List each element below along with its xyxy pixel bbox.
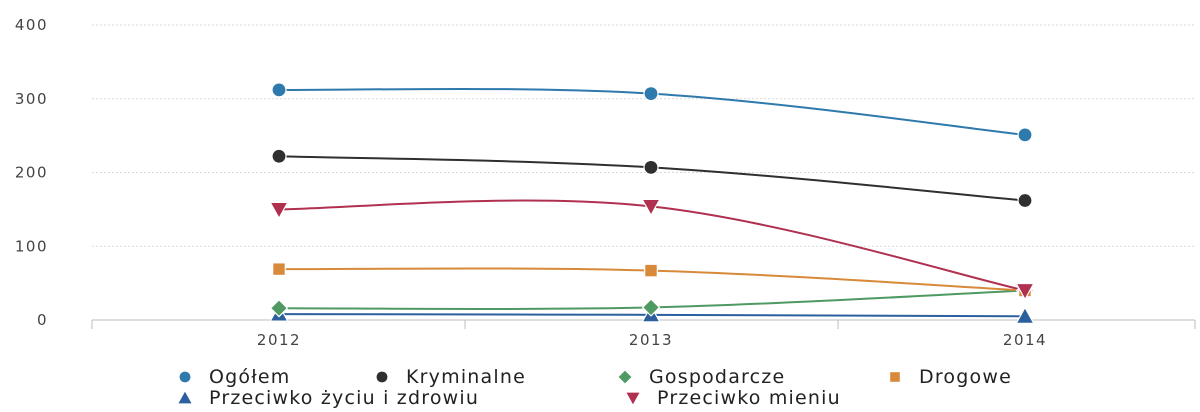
legend-label: Gospodarcze (649, 366, 785, 388)
data-point (269, 298, 289, 318)
data-point (644, 263, 658, 278)
x-axis: 2012 2013 2014 (91, 319, 1196, 349)
x-tick-label: 2013 (629, 331, 673, 349)
legend-marker (375, 370, 389, 384)
data-point (272, 262, 286, 277)
legend-marker (888, 371, 901, 384)
legend-label: Ogółem (209, 366, 290, 388)
data-point (641, 198, 661, 217)
legend-label: Drogowe (919, 366, 1012, 388)
legend-marker (616, 368, 634, 386)
legend-label: Przeciwko życiu i zdrowiu (209, 387, 479, 409)
data-point (1015, 306, 1035, 324)
y-tick-label: 200 (15, 164, 48, 182)
legend-item[interactable]: Przeciwko życiu i zdrowiu (176, 387, 480, 409)
legend-marker (624, 391, 642, 407)
legend-item[interactable]: Przeciwko mieniu (624, 387, 841, 409)
y-axis-ticks: 0 100 200 300 400 (15, 16, 48, 329)
x-tick-label: 2014 (1003, 331, 1047, 349)
data-point (1017, 192, 1033, 209)
data-point (1015, 282, 1035, 301)
data-point (641, 298, 661, 317)
legend-label: Przeciwko mieniu (657, 387, 841, 409)
series-markers (269, 82, 1035, 324)
legend-item[interactable]: Ogółem (178, 366, 290, 388)
data-point (1017, 127, 1033, 143)
y-tick-label: 400 (15, 16, 48, 34)
legend-marker (176, 389, 194, 405)
x-tick-label: 2012 (257, 331, 301, 349)
data-point (643, 159, 659, 175)
legend-item[interactable]: Kryminalne (375, 366, 526, 388)
data-point (269, 201, 289, 220)
data-point (643, 85, 659, 102)
legend-label: Kryminalne (406, 366, 526, 388)
legend: Ogółem Kryminalne Gospodarcze Drogowe Przeci… (176, 366, 1012, 409)
y-tick-label: 300 (15, 90, 48, 108)
legend-item[interactable]: Drogowe (888, 366, 1012, 388)
data-point (271, 148, 287, 164)
legend-item[interactable]: Gospodarcze (616, 366, 786, 388)
legend-marker (178, 370, 192, 384)
y-tick-label: 0 (37, 311, 48, 329)
y-tick-label: 100 (15, 237, 48, 255)
data-point (271, 82, 287, 98)
